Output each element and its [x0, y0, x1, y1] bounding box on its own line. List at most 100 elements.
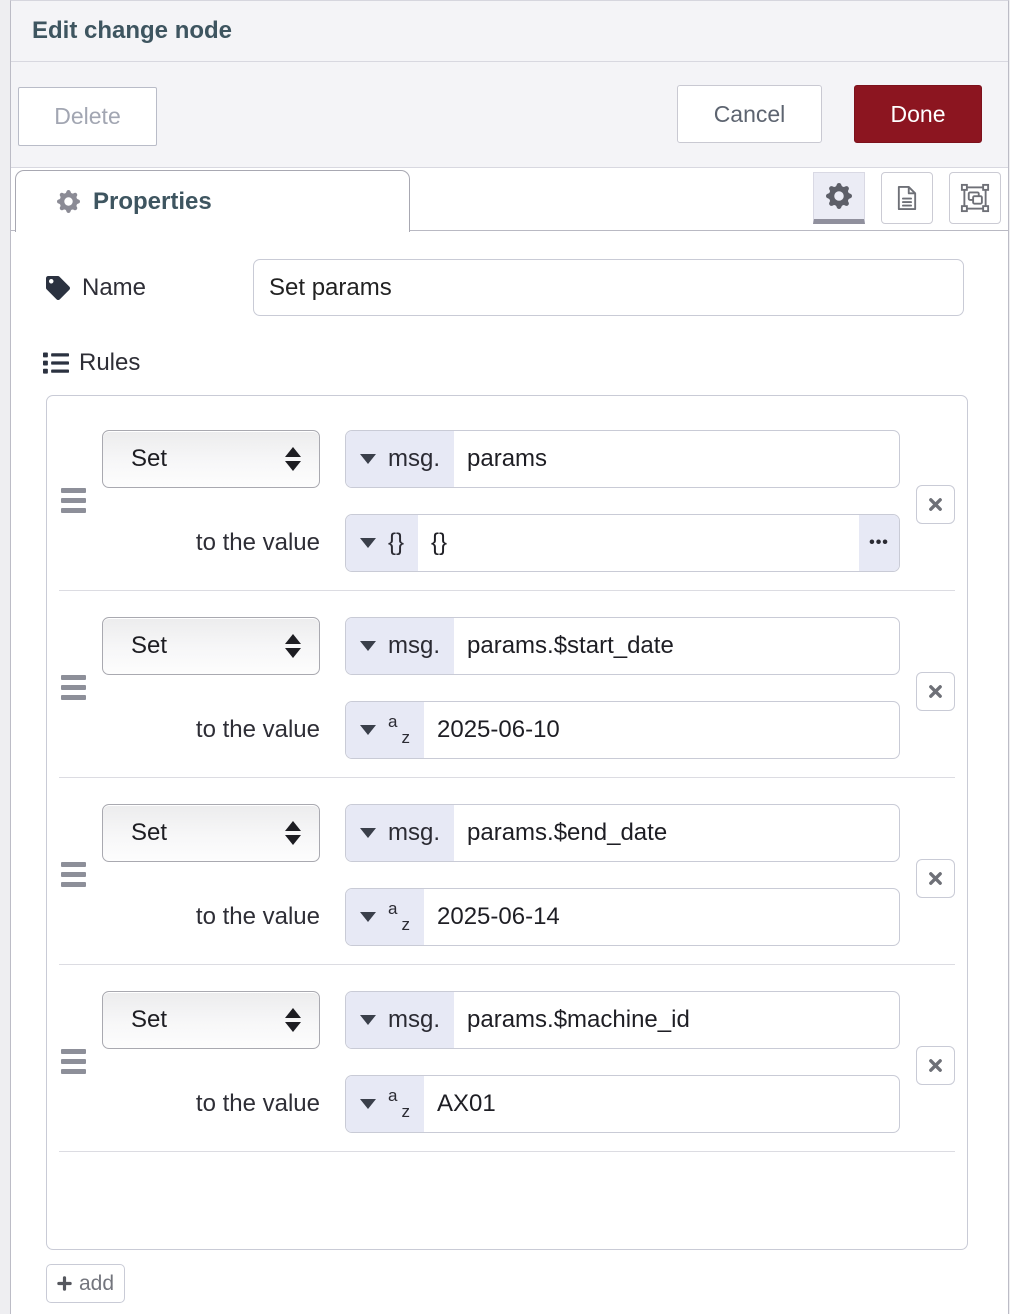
- close-icon: [929, 1059, 942, 1072]
- close-icon: [929, 498, 942, 511]
- edit-change-node-dialog: Edit change node Delete Cancel Done Prop…: [10, 0, 1009, 1314]
- rule-row: Set msg. params.$machine_id to the value…: [47, 991, 967, 1133]
- rule-action-select[interactable]: Set: [102, 430, 320, 488]
- caret-down-icon: [360, 454, 376, 464]
- rule-action-select[interactable]: Set: [102, 617, 320, 675]
- rule-property-input[interactable]: msg. params.$start_date: [345, 617, 900, 675]
- caret-down-icon: [360, 641, 376, 651]
- rule-value[interactable]: {}: [431, 529, 448, 556]
- caret-down-icon: [360, 725, 376, 735]
- drag-handle-icon[interactable]: [61, 862, 86, 887]
- rules-container: Set msg. params to the value {} {} •••: [46, 395, 968, 1250]
- rule-property-input[interactable]: msg. params: [345, 430, 900, 488]
- name-label: Name: [46, 259, 146, 316]
- delete-button[interactable]: Delete: [18, 87, 157, 146]
- properties-view-button[interactable]: [813, 172, 865, 224]
- msg-prefix-label: msg.: [388, 1006, 441, 1033]
- property-value[interactable]: params.$end_date: [467, 819, 668, 846]
- remove-rule-button[interactable]: [916, 485, 955, 524]
- rule-action-select[interactable]: Set: [102, 804, 320, 862]
- tab-properties[interactable]: Properties: [15, 170, 410, 232]
- to-the-value-label: to the value: [195, 903, 320, 930]
- plus-icon: [57, 1276, 72, 1291]
- close-icon: [929, 872, 942, 885]
- rule-separator: [59, 777, 955, 778]
- msg-prefix-label: msg.: [388, 632, 441, 659]
- gear-icon: [57, 190, 80, 213]
- rule-action-value: Set: [131, 445, 168, 472]
- rule-value[interactable]: 2025-06-14: [437, 903, 560, 930]
- tab-bar: Properties: [11, 168, 1008, 232]
- rule-value[interactable]: AX01: [437, 1090, 496, 1117]
- appearance-tab-button[interactable]: [949, 172, 1001, 224]
- property-value[interactable]: params.$machine_id: [467, 1006, 690, 1033]
- caret-down-icon: [360, 828, 376, 838]
- property-type-dropdown[interactable]: msg.: [346, 431, 455, 487]
- to-the-value-label: to the value: [195, 716, 320, 743]
- rule-action-value: Set: [131, 1006, 168, 1033]
- value-type-dropdown[interactable]: {}: [346, 515, 419, 571]
- property-value[interactable]: params.$start_date: [467, 632, 674, 659]
- property-value[interactable]: params: [467, 445, 548, 472]
- remove-rule-button[interactable]: [916, 1046, 955, 1085]
- drag-handle-icon[interactable]: [61, 1049, 86, 1074]
- rule-action-value: Set: [131, 819, 168, 846]
- object-group-icon: [960, 183, 990, 213]
- rule-separator: [59, 1151, 955, 1152]
- property-type-dropdown[interactable]: msg.: [346, 618, 455, 674]
- rule-value-input[interactable]: {} {} •••: [345, 514, 900, 572]
- caret-down-icon: [360, 912, 376, 922]
- select-arrows-icon: [285, 821, 301, 845]
- document-icon: [897, 185, 917, 211]
- dialog-toolbar: Delete Cancel Done: [11, 62, 1008, 168]
- json-type-icon: {}: [388, 529, 405, 556]
- property-type-dropdown[interactable]: msg.: [346, 992, 455, 1048]
- cancel-button[interactable]: Cancel: [677, 85, 822, 143]
- select-arrows-icon: [285, 447, 301, 471]
- rule-property-input[interactable]: msg. params.$machine_id: [345, 991, 900, 1049]
- rule-action-select[interactable]: Set: [102, 991, 320, 1049]
- rule-separator: [59, 964, 955, 965]
- description-tab-button[interactable]: [881, 172, 933, 224]
- caret-down-icon: [360, 538, 376, 548]
- caret-down-icon: [360, 1015, 376, 1025]
- dialog-title: Edit change node: [32, 17, 233, 44]
- select-arrows-icon: [285, 1008, 301, 1032]
- add-rule-button[interactable]: add: [46, 1264, 125, 1303]
- tag-icon: [46, 275, 70, 300]
- rule-row: Set msg. params.$start_date to the value…: [47, 617, 967, 759]
- name-input[interactable]: [253, 259, 964, 316]
- select-arrows-icon: [285, 634, 301, 658]
- done-button[interactable]: Done: [854, 85, 982, 143]
- msg-prefix-label: msg.: [388, 819, 441, 846]
- close-icon: [929, 685, 942, 698]
- rule-property-input[interactable]: msg. params.$end_date: [345, 804, 900, 862]
- rule-value[interactable]: 2025-06-10: [437, 716, 560, 743]
- to-the-value-label: to the value: [195, 529, 320, 556]
- rules-label-text: Rules: [79, 349, 141, 376]
- drag-handle-icon[interactable]: [61, 488, 86, 513]
- remove-rule-button[interactable]: [916, 859, 955, 898]
- remove-rule-button[interactable]: [916, 672, 955, 711]
- caret-down-icon: [360, 1099, 376, 1109]
- name-label-text: Name: [82, 273, 147, 301]
- drag-handle-icon[interactable]: [61, 675, 86, 700]
- rule-row: Set msg. params to the value {} {} •••: [47, 430, 967, 572]
- name-row: Name: [11, 259, 1008, 316]
- expand-editor-button[interactable]: •••: [859, 515, 899, 571]
- tab-properties-label: Properties: [93, 187, 212, 215]
- rule-separator: [59, 590, 955, 591]
- rule-action-value: Set: [131, 632, 168, 659]
- msg-prefix-label: msg.: [388, 445, 441, 472]
- list-icon: [43, 352, 69, 374]
- property-type-dropdown[interactable]: msg.: [346, 805, 455, 861]
